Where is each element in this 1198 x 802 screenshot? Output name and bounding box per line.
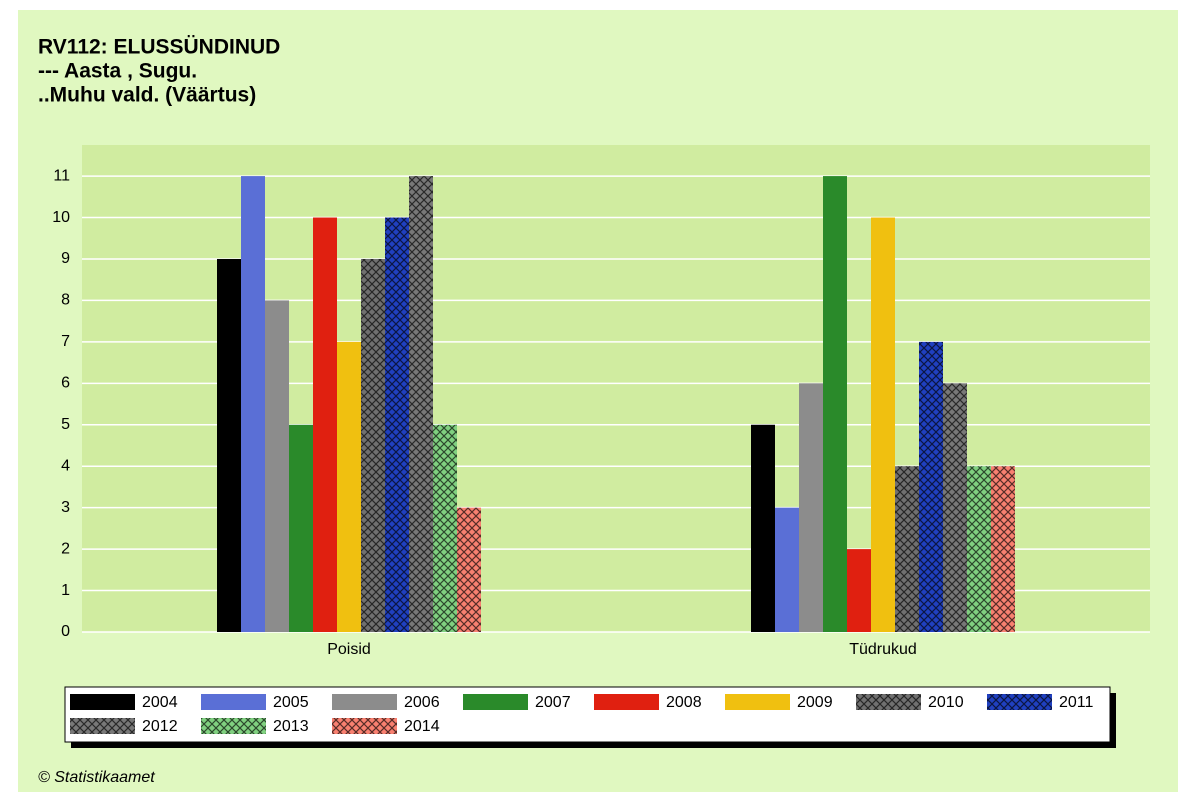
legend-label: 2007 [535, 694, 571, 711]
bar [409, 176, 433, 632]
y-tick-label: 6 [61, 375, 70, 392]
legend-label: 2006 [404, 694, 440, 711]
y-tick-label: 8 [61, 292, 70, 309]
legend-swatch [332, 694, 397, 710]
bar [217, 258, 241, 632]
legend-swatch [70, 694, 135, 710]
bar [265, 300, 289, 632]
bar [361, 258, 385, 632]
bar [823, 176, 847, 632]
bar [991, 466, 1015, 632]
legend-label: 2013 [273, 718, 309, 735]
y-tick-label: 11 [53, 167, 70, 184]
y-tick-label: 4 [61, 457, 70, 474]
legend-swatch [201, 694, 266, 710]
bar [313, 217, 337, 632]
legend-label: 2010 [928, 694, 964, 711]
legend-swatch [201, 718, 266, 734]
y-tick-label: 10 [52, 209, 70, 226]
chart-subtitle: ..Muhu vald. (Väärtus) [38, 84, 256, 107]
x-tick-label: Poisid [327, 641, 371, 658]
source: © Statistikaamet [38, 769, 155, 786]
y-tick-label: 7 [61, 333, 70, 350]
legend-swatch [594, 694, 659, 710]
legend-swatch [725, 694, 790, 710]
legend-label: 2014 [404, 718, 440, 735]
y-tick-label: 1 [61, 582, 70, 599]
bar [289, 424, 313, 632]
y-tick-label: 0 [61, 623, 70, 640]
chart-title: RV112: ELUSSÜNDINUD [38, 36, 280, 59]
bar [847, 549, 871, 632]
legend-swatch [70, 718, 135, 734]
bar [241, 176, 265, 632]
legend-label: 2004 [142, 694, 178, 711]
legend-swatch [463, 694, 528, 710]
legend-label: 2011 [1059, 694, 1094, 711]
bar [919, 341, 943, 632]
y-tick-label: 2 [61, 540, 70, 557]
legend-swatch [987, 694, 1052, 710]
bar [751, 424, 775, 632]
bar [871, 217, 895, 632]
y-tick-label: 9 [61, 250, 70, 267]
bar [433, 424, 457, 632]
legend-label: 2008 [666, 694, 702, 711]
bar [967, 466, 991, 632]
legend-swatch [332, 718, 397, 734]
bar [337, 341, 361, 632]
bar [457, 507, 481, 632]
legend-label: 2012 [142, 718, 178, 735]
bar [775, 507, 799, 632]
x-tick-label: Tüdrukud [849, 641, 917, 658]
chart-subtitle: --- Aasta , Sugu. [38, 60, 197, 83]
bar [895, 466, 919, 632]
y-tick-label: 5 [61, 416, 70, 433]
bar [385, 217, 409, 632]
y-tick-label: 3 [61, 499, 70, 516]
legend-label: 2009 [797, 694, 833, 711]
legend-swatch [856, 694, 921, 710]
bar [799, 383, 823, 632]
bar [943, 383, 967, 632]
legend-label: 2005 [273, 694, 309, 711]
